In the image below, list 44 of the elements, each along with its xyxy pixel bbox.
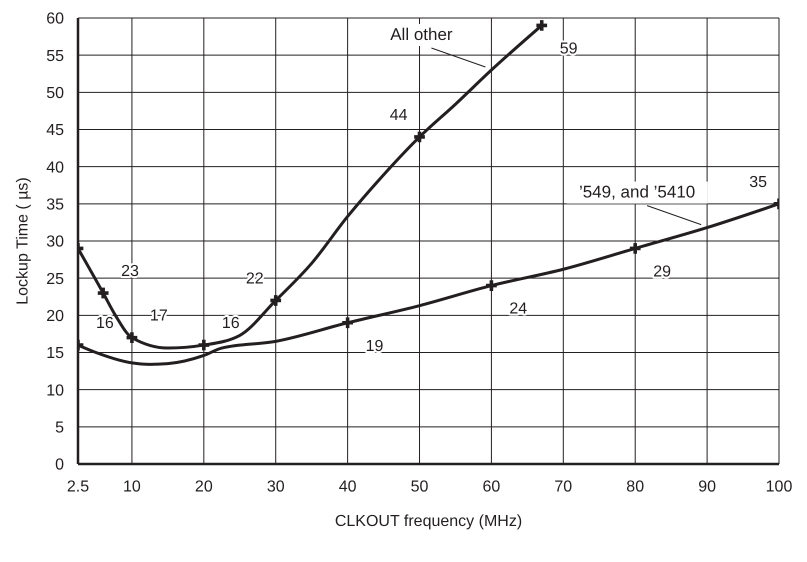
point [270, 295, 282, 306]
y-tick-label: 20 [46, 308, 64, 326]
data-label: 24 [509, 300, 528, 318]
x-tick-label: 10 [123, 478, 141, 496]
x-tick-label: 70 [554, 478, 572, 496]
x-tick-label: 100 [766, 478, 792, 496]
y-tick-label: 35 [46, 196, 64, 214]
x-tick-label: 30 [266, 478, 285, 496]
point [126, 332, 138, 343]
y-tick-label: 60 [46, 10, 64, 28]
data-label: 16 [96, 315, 114, 332]
data-label: 35 [749, 174, 768, 191]
data-label: 29 [653, 263, 672, 280]
point [630, 243, 641, 254]
x-tick-label: 80 [626, 478, 644, 496]
data-label: 44 [390, 106, 408, 124]
point [536, 20, 548, 31]
point [198, 340, 210, 350]
data-label: 16 [222, 315, 240, 332]
x-axis-title: CLKOUT frequency (MHz) [334, 513, 522, 530]
y-tick-label: 30 [46, 234, 64, 251]
x-tick-label: 90 [698, 478, 716, 496]
text: All other [390, 25, 453, 44]
x-tick-label: 20 [194, 478, 213, 496]
x-tick-label: 50 [410, 478, 429, 496]
point [342, 317, 353, 328]
x-tick-label: 60 [482, 478, 500, 496]
point [98, 288, 109, 298]
y-tick-label: 5 [55, 420, 64, 437]
point [486, 280, 497, 291]
y-tick-label: 55 [46, 48, 64, 65]
y-tick-label: 45 [46, 122, 64, 140]
y-tick-label: 50 [46, 85, 64, 102]
y-tick-label: 0 [55, 456, 64, 474]
data-label: 19 [366, 338, 384, 355]
y-tick-label: 40 [46, 159, 64, 176]
series-label: ’549, and ’5410 [578, 182, 696, 202]
y-axis-title: Lockup Time ( µs) [14, 177, 32, 305]
point [414, 132, 425, 142]
y-tick-label: 10 [46, 382, 64, 400]
x-tick-label: 40 [338, 478, 357, 496]
x-tick-label: 2.5 [66, 478, 90, 496]
y-tick-label: 15 [46, 345, 64, 362]
y-tick-label: 25 [46, 270, 64, 288]
